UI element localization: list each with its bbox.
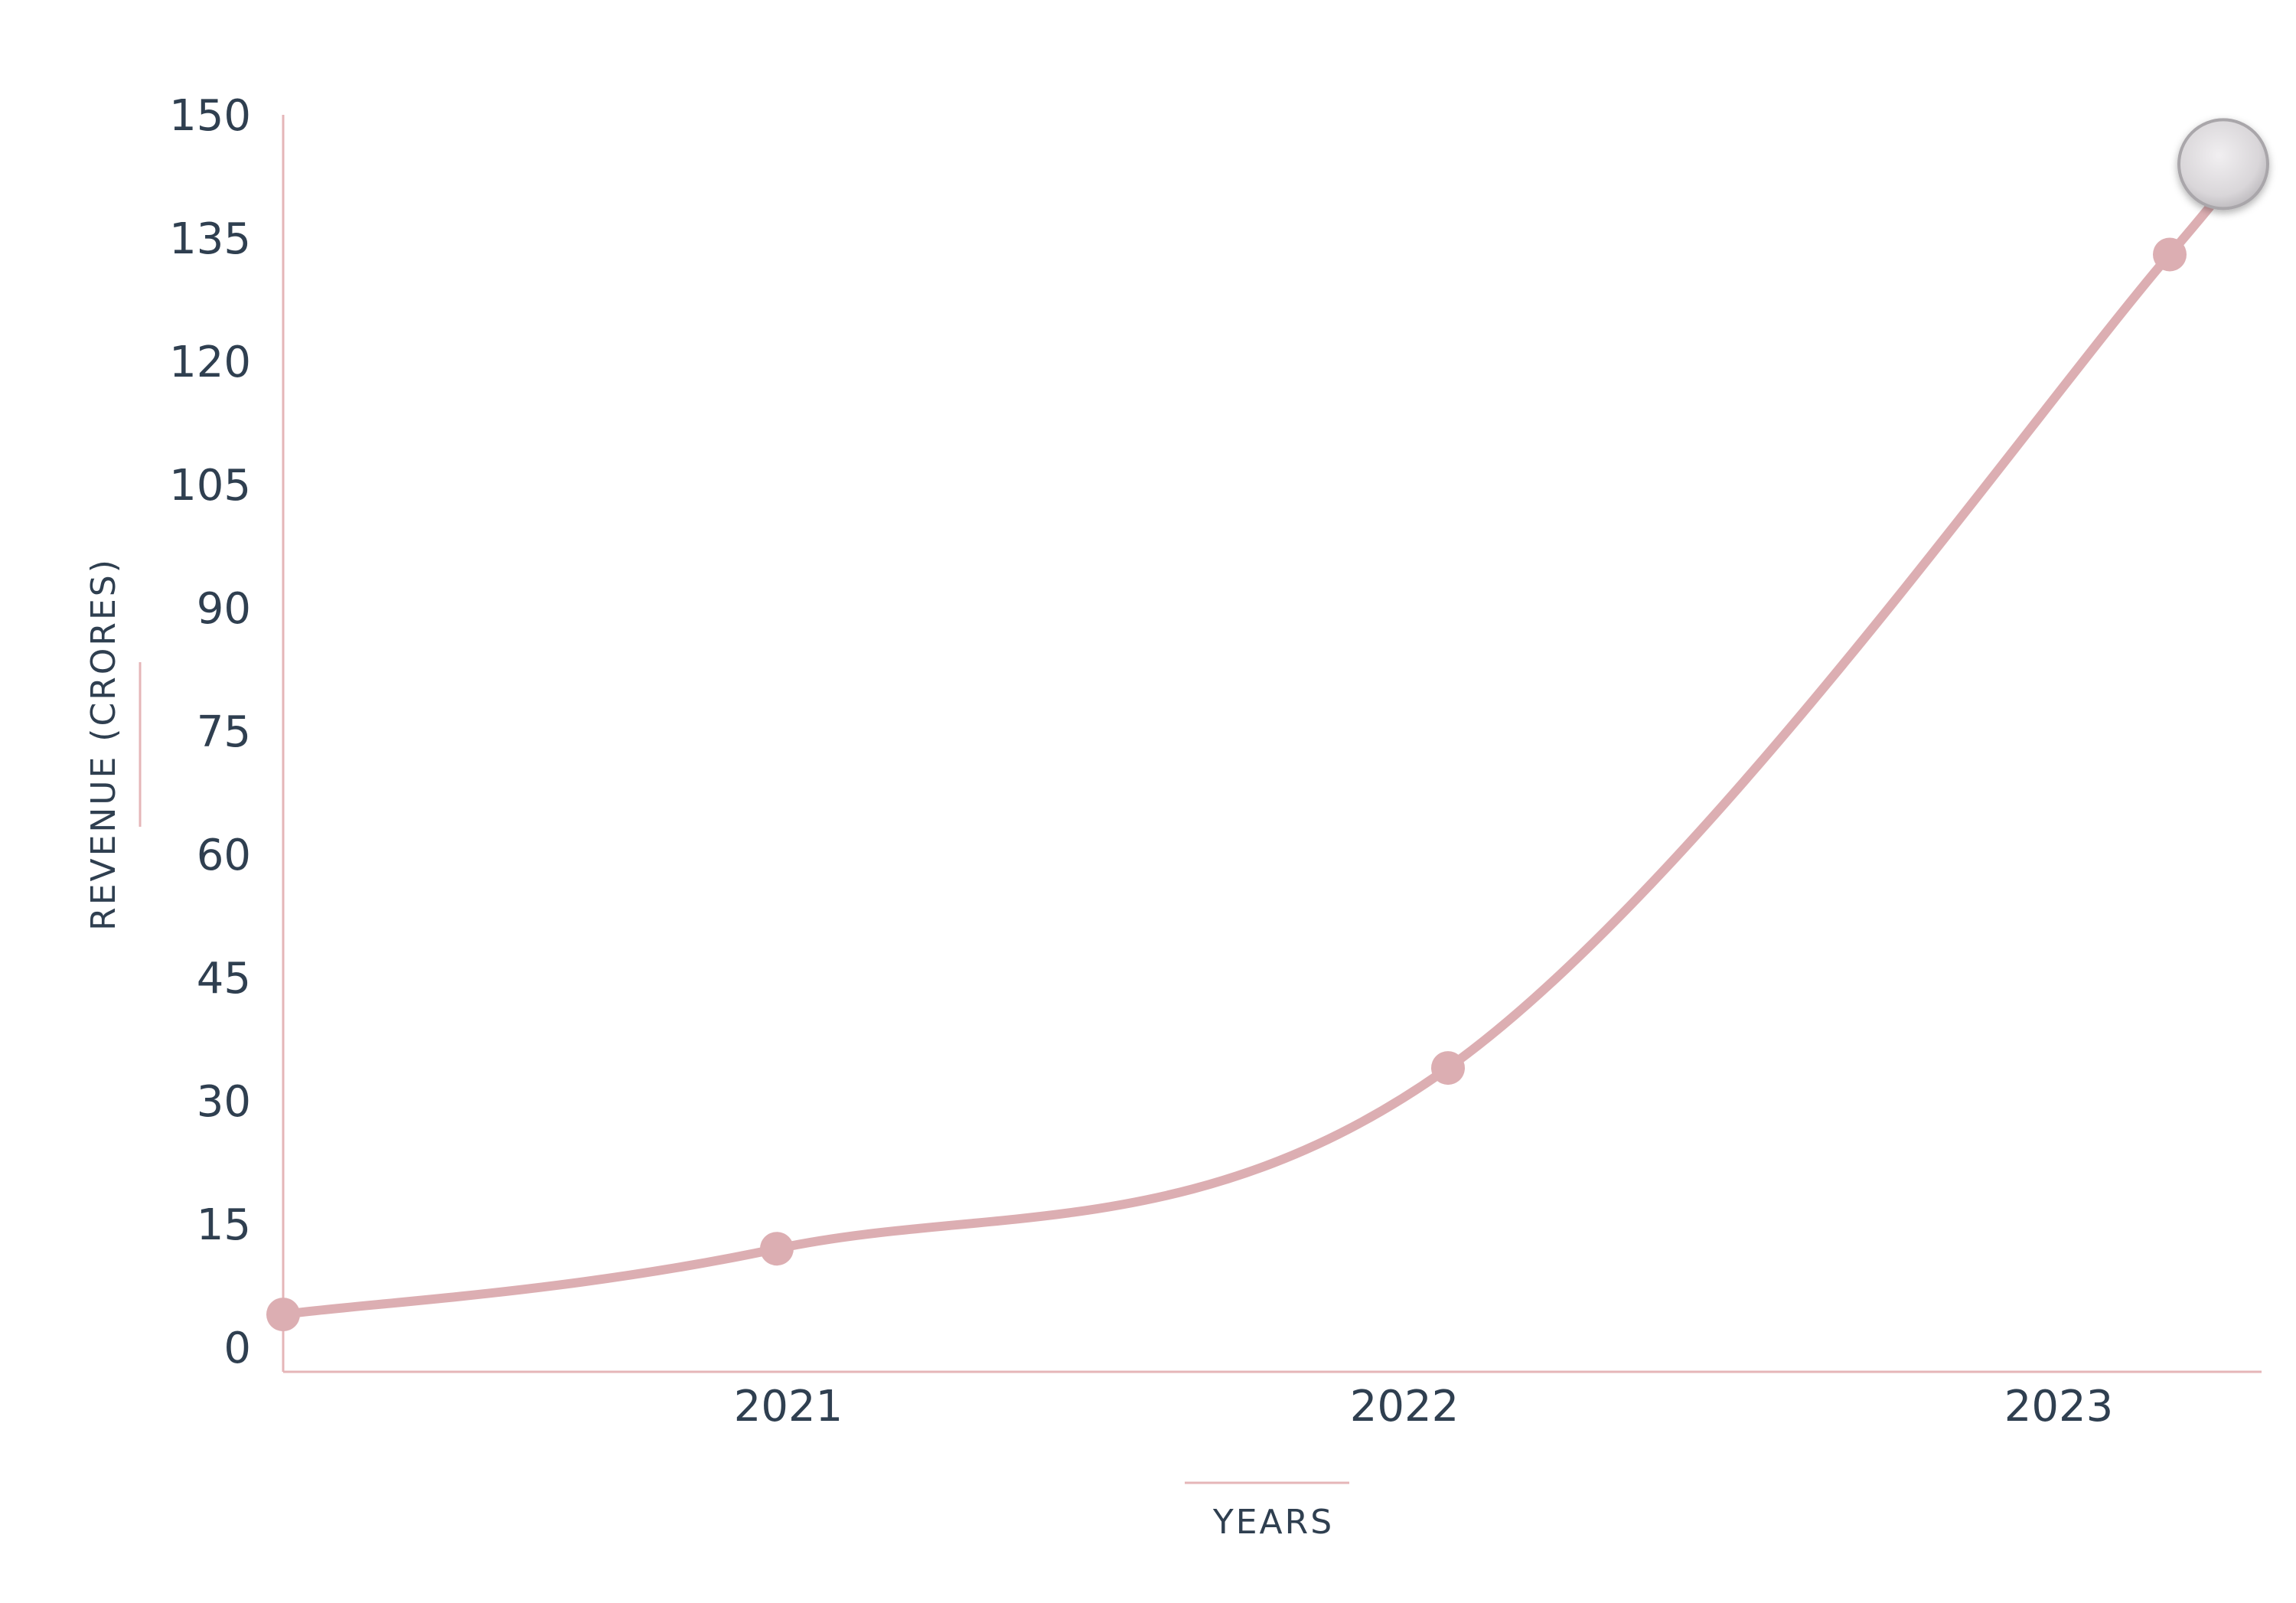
y-tick-label: 30 bbox=[197, 1077, 251, 1127]
y-tick-label: 75 bbox=[197, 707, 251, 757]
y-tick-label: 60 bbox=[197, 831, 251, 880]
data-point bbox=[266, 1298, 300, 1332]
data-point bbox=[1431, 1051, 1465, 1086]
series bbox=[279, 149, 2251, 1320]
y-tick-label: 45 bbox=[197, 954, 251, 1004]
y-tick-label: 15 bbox=[197, 1200, 251, 1250]
y-tick-label: 120 bbox=[169, 338, 251, 387]
y-tick-label: 0 bbox=[223, 1324, 251, 1373]
x-tick-label: 2023 bbox=[2004, 1382, 2114, 1432]
x-tick-label: 2022 bbox=[1350, 1382, 1459, 1432]
markers bbox=[266, 118, 2269, 1332]
y-axis-ticks: 0 15 30 45 60 75 90 105 120 135 150 bbox=[169, 91, 251, 1373]
y-tick-label: 135 bbox=[169, 214, 251, 264]
y-tick-label: 105 bbox=[169, 461, 251, 511]
y-tick-label: 150 bbox=[169, 91, 251, 141]
x-axis-ticks: 2021 2022 2023 bbox=[734, 1382, 2114, 1432]
x-axis-title-group: YEARS bbox=[1185, 1481, 1349, 1542]
x-tick-label: 2021 bbox=[734, 1382, 843, 1432]
y-tick-label: 90 bbox=[197, 584, 251, 634]
x-axis-title: YEARS bbox=[1212, 1503, 1334, 1542]
data-point bbox=[760, 1232, 794, 1266]
y-axis-title: REVENUE (CRORES) bbox=[84, 557, 123, 931]
highlighted-point-knob bbox=[2177, 118, 2269, 211]
axes bbox=[282, 115, 2262, 1373]
series-line bbox=[279, 149, 2251, 1320]
y-axis-title-group: REVENUE (CRORES) bbox=[84, 557, 142, 931]
data-point bbox=[2153, 237, 2187, 272]
